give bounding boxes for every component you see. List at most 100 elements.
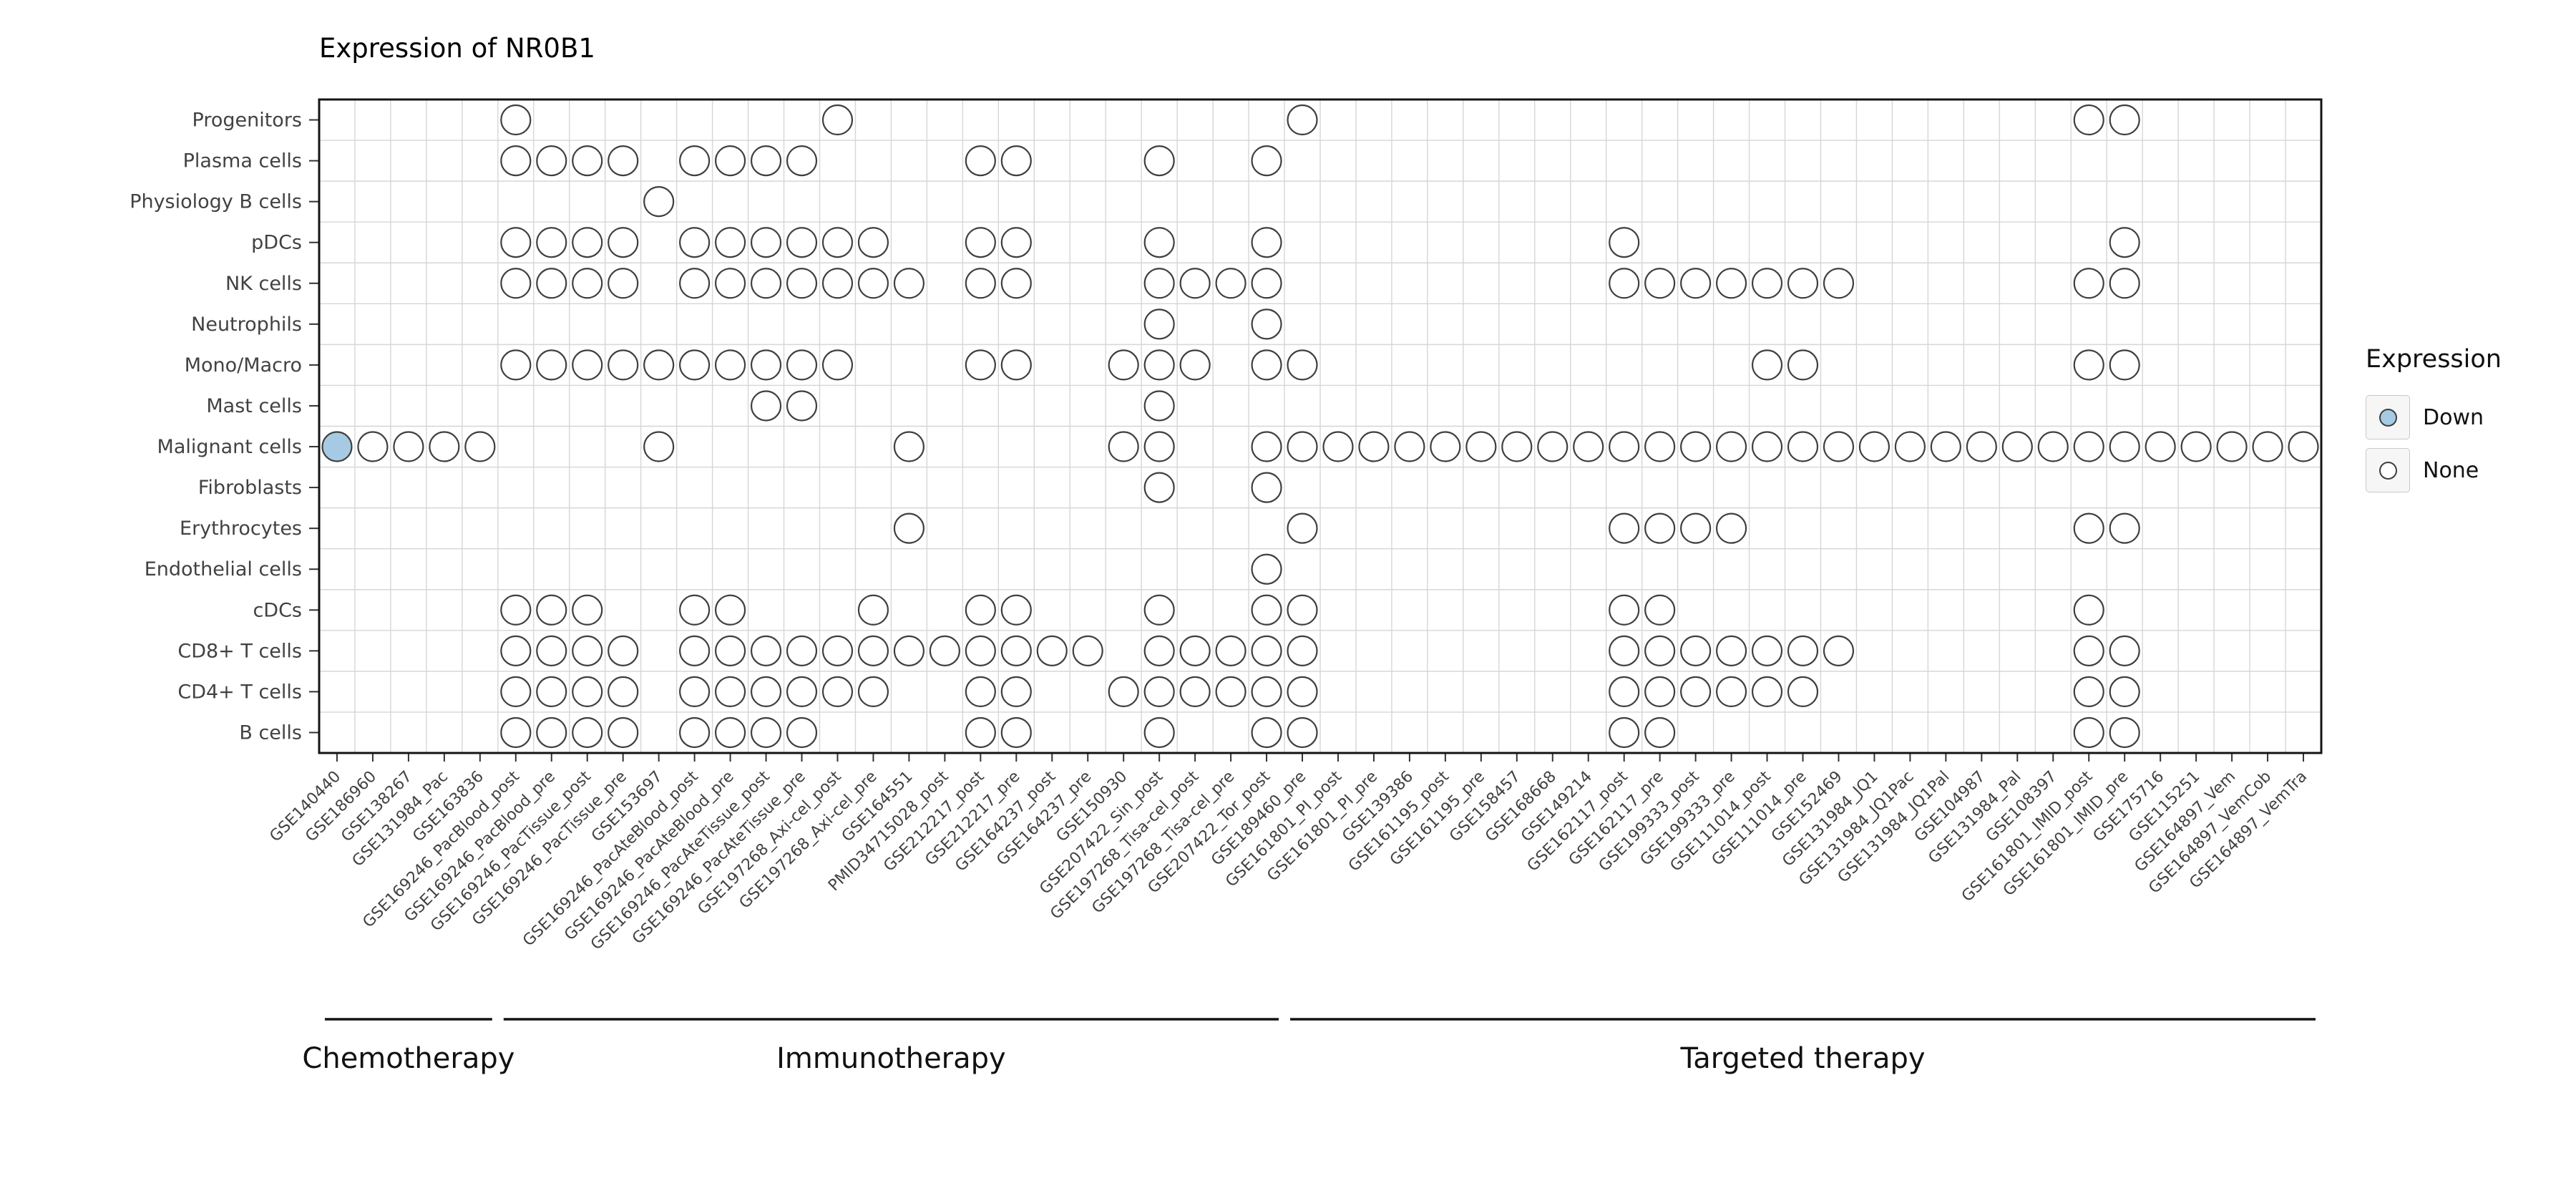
dot-none — [1143, 431, 1175, 462]
dot-none — [357, 431, 389, 462]
dot-none — [2109, 227, 2140, 258]
dot-none — [572, 716, 603, 749]
dot-none — [2109, 104, 2140, 136]
dot-none — [1179, 268, 1211, 299]
dot-none — [1787, 635, 1819, 666]
dot-none — [1143, 472, 1175, 503]
dot-none — [1143, 227, 1175, 258]
dot-none — [608, 227, 639, 258]
dot-none — [2109, 431, 2140, 462]
dot-none — [1143, 594, 1175, 626]
dot-none — [536, 145, 567, 177]
dot-none — [1609, 512, 1640, 544]
dot-none — [1787, 268, 1819, 299]
dot-none — [1000, 349, 1032, 381]
dot-none — [608, 268, 639, 299]
dot-none — [1287, 431, 1318, 462]
dot-none — [1644, 594, 1676, 626]
dot-none — [786, 268, 818, 299]
plot-border — [318, 98, 2323, 754]
dot-none — [1644, 635, 1676, 666]
row-label: Neutrophils — [191, 314, 302, 336]
dot-none — [750, 349, 782, 381]
dot-none — [965, 676, 996, 708]
dot-none — [2109, 349, 2140, 381]
dot-none — [1000, 716, 1032, 749]
dot-none — [2001, 431, 2033, 462]
dot-none — [393, 431, 424, 462]
dot-none — [1430, 431, 1461, 462]
dot-none — [1179, 349, 1211, 381]
legend-item-label: None — [2423, 457, 2479, 483]
dot-none — [1858, 431, 1890, 462]
dot-none — [786, 145, 818, 177]
dot-none — [1823, 268, 1855, 299]
dot-none — [2252, 431, 2283, 462]
dot-none — [1609, 227, 1640, 258]
dot-none — [965, 594, 996, 626]
dot-none — [893, 431, 925, 462]
row-label: B cells — [239, 721, 302, 744]
dot-none — [536, 268, 567, 299]
dot-none — [500, 227, 532, 258]
dot-none — [643, 349, 675, 381]
dot-none — [1000, 268, 1032, 299]
dot-none — [1680, 268, 1712, 299]
dot-none — [643, 186, 675, 218]
dot-none — [1609, 676, 1640, 708]
dot-none — [679, 635, 711, 666]
dot-none — [1287, 104, 1318, 136]
dot-none — [2073, 268, 2104, 299]
dot-none — [1215, 268, 1246, 299]
group-label: Targeted therapy — [1679, 1042, 1925, 1075]
dot-none — [536, 716, 567, 749]
dot-none — [1609, 716, 1640, 749]
row-label: CD4+ T cells — [177, 681, 302, 703]
dot-none — [1287, 635, 1318, 666]
legend-key-down — [2366, 395, 2410, 439]
dot-none — [1143, 268, 1175, 299]
dot-none — [536, 676, 567, 708]
dot-none — [857, 594, 889, 626]
dot-none — [2073, 676, 2104, 708]
dot-none — [1680, 431, 1712, 462]
dot-none — [750, 635, 782, 666]
dot-none — [1072, 635, 1103, 666]
dot-none — [1680, 676, 1712, 708]
row-label: Erythrocytes — [180, 517, 302, 540]
dot-none — [965, 268, 996, 299]
dot-none — [1215, 635, 1246, 666]
dot-none — [1287, 349, 1318, 381]
dot-none — [1465, 431, 1497, 462]
row-label: Progenitors — [192, 110, 302, 132]
dot-none — [1143, 349, 1175, 381]
dot-none — [643, 431, 675, 462]
dot-none — [429, 431, 460, 462]
dot-none — [2109, 268, 2140, 299]
dot-none — [2109, 716, 2140, 749]
dot-none — [1644, 268, 1676, 299]
dot-none — [1251, 268, 1282, 299]
row-label: Physiology B cells — [130, 191, 302, 213]
dot-none — [608, 349, 639, 381]
dot-down — [321, 431, 353, 462]
dot-none — [572, 145, 603, 177]
dot-none — [572, 268, 603, 299]
dot-none — [929, 635, 960, 666]
dot-none — [1251, 472, 1282, 503]
dot-none — [821, 104, 854, 136]
dot-none — [786, 390, 818, 422]
dot-none — [750, 227, 782, 258]
legend: Expression Down None — [2366, 345, 2502, 501]
dot-none — [536, 349, 567, 381]
dot-none — [750, 390, 782, 422]
dot-none — [2109, 512, 2140, 544]
dot-none — [857, 635, 889, 666]
dot-none — [821, 635, 854, 666]
dot-none — [2073, 594, 2104, 626]
dot-none — [714, 635, 746, 666]
dot-none — [1823, 635, 1855, 666]
dot-none — [500, 104, 532, 136]
dot-none — [714, 716, 746, 749]
